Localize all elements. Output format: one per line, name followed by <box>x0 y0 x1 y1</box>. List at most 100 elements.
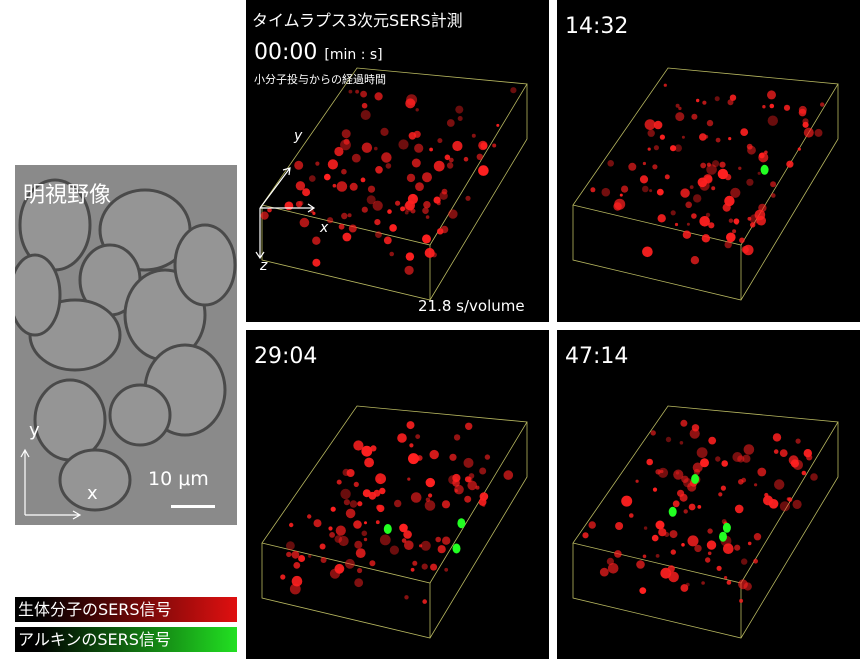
biomolecule-signal-spot <box>770 181 777 188</box>
biomolecule-signal-spot <box>355 89 359 94</box>
biomolecule-signal-spot <box>728 218 734 223</box>
biomolecule-signal-spot <box>706 540 717 550</box>
biomolecule-signal-spot <box>657 467 669 478</box>
biomolecule-signal-spot <box>446 119 455 127</box>
biomolecule-signal-spot <box>655 554 660 558</box>
biomolecule-signal-spot <box>364 521 367 525</box>
axis-y-label: y <box>294 128 303 144</box>
biomolecule-signal-spot <box>448 157 454 163</box>
biomolecule-signal-spot <box>444 154 451 161</box>
biomolecule-signal-spot <box>410 567 415 572</box>
biomolecule-signal-spot <box>503 470 514 480</box>
biomolecule-signal-spot <box>712 160 720 168</box>
biomolecule-signal-spot <box>691 113 698 120</box>
biomolecule-signal-spot <box>397 433 407 443</box>
biomolecule-signal-spot <box>691 213 697 219</box>
biomolecule-signal-spot <box>642 554 647 559</box>
biomolecule-signal-spot <box>711 186 716 191</box>
cell <box>58 448 132 512</box>
biomolecule-signal-spot <box>332 183 337 188</box>
alkyne-signal-spot <box>719 531 727 542</box>
biomolecule-signal-spot <box>383 236 392 245</box>
biomolecule-signal-spot <box>696 98 700 103</box>
biomolecule-signal-spot <box>728 137 732 141</box>
cells-image <box>15 178 237 512</box>
biomolecule-signal-spot <box>454 484 464 495</box>
biomolecule-signal-spot <box>334 146 344 157</box>
biomolecule-signal-spot <box>312 236 321 245</box>
biomolecule-signal-spot <box>375 520 380 525</box>
biomolecule-signal-spot <box>404 595 409 600</box>
biomolecule-signal-spot <box>708 436 717 445</box>
biomolecule-signal-spot <box>348 89 353 94</box>
biomolecule-signal-spot <box>722 203 731 212</box>
biomolecule-signal-spot <box>423 201 431 209</box>
biomolecule-signal-spot <box>357 567 363 574</box>
biomolecule-signal-spot <box>380 127 389 136</box>
biomolecule-signal-spot <box>415 182 424 192</box>
biomolecule-signal-spot <box>355 548 366 558</box>
biomolecule-signal-spot <box>636 560 645 569</box>
biomolecule-signal-spot <box>479 492 489 501</box>
biomolecule-signal-spot <box>685 582 690 587</box>
biomolecule-signal-spot <box>298 555 306 562</box>
biomolecule-signal-spot <box>724 240 732 249</box>
biomolecule-signal-spot <box>319 543 326 550</box>
biomolecule-signal-spot <box>441 500 451 509</box>
biomolecule-signal-spot <box>621 495 633 507</box>
biomolecule-signal-spot <box>792 499 802 509</box>
biomolecule-signal-spot <box>354 578 364 588</box>
biomolecule-signal-spot <box>405 98 416 109</box>
biomolecule-signal-spot <box>291 550 300 559</box>
biomolecule-signal-spot <box>643 526 648 530</box>
biomolecule-signal-spot <box>668 571 679 583</box>
biomolecule-signal-spot <box>708 222 715 229</box>
biomolecule-signal-spot <box>675 112 685 122</box>
biomolecule-signal-spot <box>404 540 414 550</box>
biomolecule-signal-spot <box>374 219 381 226</box>
biomolecule-signal-spot <box>463 156 469 162</box>
biomolecule-signal-spot <box>467 480 477 491</box>
biomolecule-signal-spot <box>742 454 751 463</box>
biomolecule-signal-spot <box>328 526 333 531</box>
biomolecule-signal-spot <box>448 209 458 219</box>
biomolecule-signal-spot <box>802 121 809 128</box>
biomolecule-signal-spot <box>435 536 441 543</box>
biomolecule-signal-spot <box>465 422 473 430</box>
biomolecule-signal-spot <box>385 163 392 169</box>
biomolecule-signal-spot <box>674 222 679 227</box>
biomolecule-signal-spot <box>670 549 676 555</box>
biomolecule-signal-spot <box>412 560 418 566</box>
biomolecule-signal-spot <box>720 485 726 491</box>
cell <box>173 223 237 307</box>
timestamp: 29:04 <box>254 344 318 369</box>
biomolecule-signal-spot <box>801 470 807 476</box>
alkyne-signal-spot <box>722 522 731 533</box>
time-value: 00:00 <box>254 40 318 65</box>
biomolecule-signal-spot <box>375 166 383 174</box>
biomolecule-signal-spot <box>313 519 322 528</box>
biomolecule-signal-spot <box>700 458 709 468</box>
biomolecule-signal-spot <box>307 514 312 519</box>
biomolecule-signal-spot <box>657 214 666 223</box>
biomolecule-signal-spot <box>687 535 699 547</box>
biomolecule-signal-spot <box>795 438 801 444</box>
biomolecule-signal-spot <box>665 436 672 443</box>
biomolecule-signal-spot <box>379 534 391 546</box>
biomolecule-signal-spot <box>653 145 659 151</box>
biomolecule-signal-spot <box>367 185 376 193</box>
biomolecule-signal-spot <box>798 108 807 117</box>
panel-time-2: 29:04 <box>246 330 549 659</box>
alkyne-signal-spot <box>668 506 677 517</box>
biomolecule-signal-spot <box>437 138 443 144</box>
biomolecule-signal-spot <box>680 419 688 427</box>
biomolecule-signal-spot <box>353 440 364 451</box>
biomolecule-signal-spot <box>714 96 720 102</box>
biomolecule-signal-spot <box>471 133 476 138</box>
biomolecule-signal-spot <box>719 161 726 168</box>
biomolecule-signal-spot <box>746 178 754 186</box>
biomolecule-signal-spot <box>678 106 682 111</box>
biomolecule-signal-spot <box>702 100 707 105</box>
volume-rate: 21.8 s/volume <box>418 297 525 315</box>
biomolecule-signal-spot <box>411 158 421 168</box>
